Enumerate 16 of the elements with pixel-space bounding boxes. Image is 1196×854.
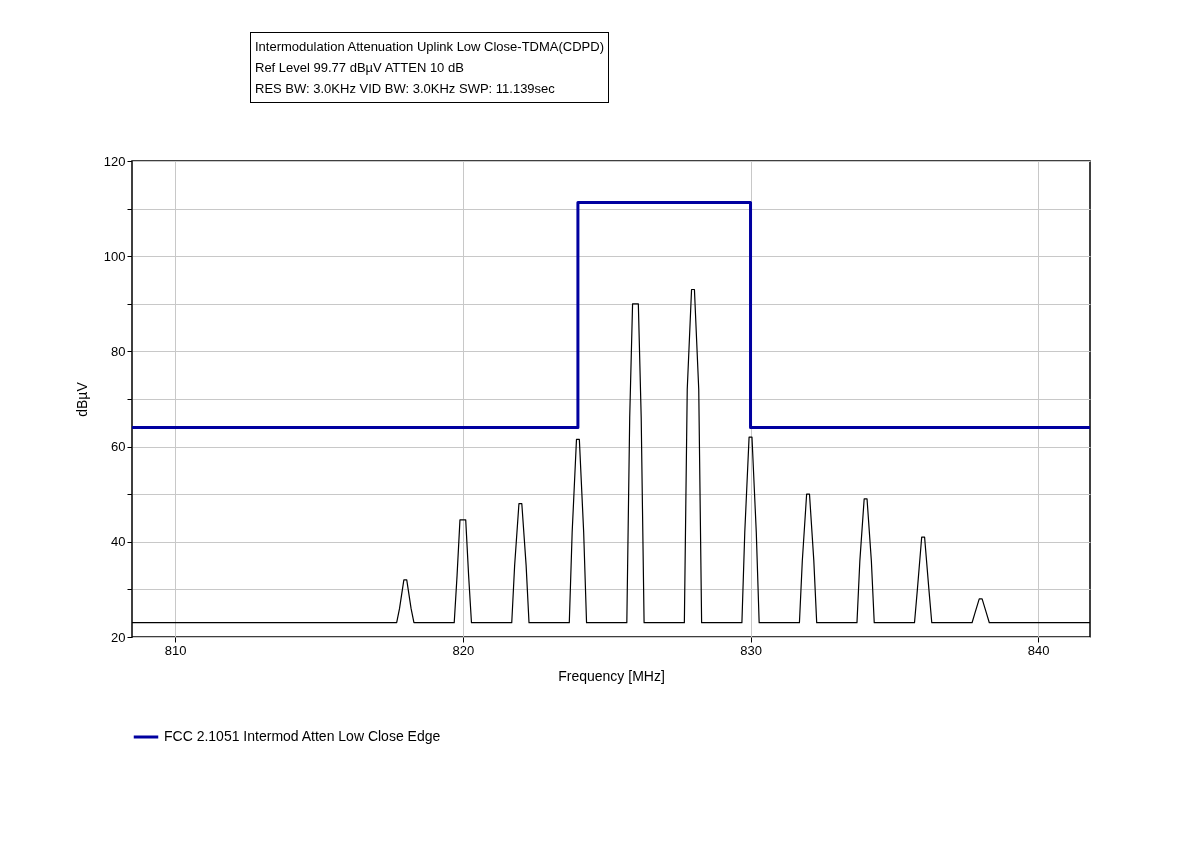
y-tick-label: 80 (111, 343, 126, 359)
x-tick-label: 840 (1027, 642, 1050, 658)
legend-label: FCC 2.1051 Intermod Atten Low Close Edge (164, 728, 441, 744)
chart-title: Intermodulation Attenuation Uplink Low Close-TDMA(CDPD) (255, 38, 604, 56)
x-tick-label: 830 (740, 642, 762, 658)
x-tick-label: 810 (164, 642, 187, 658)
y-tick-label: 40 (111, 534, 126, 550)
x-tick-label: 820 (452, 642, 475, 658)
text: RES BW: 3.0KHz VID BW: 3.0KHz SWP: 11.139sec (255, 80, 556, 98)
y-tick-label: 100 (103, 248, 126, 264)
y-axis-title: dBµV (73, 381, 90, 417)
x-axis-title: Frequency [MHz] (558, 667, 665, 684)
y-tick-label: 60 (111, 439, 126, 455)
y-tick-label: 20 (111, 629, 126, 645)
y-tick-label: 120 (103, 153, 126, 169)
chart-subtitle: Ref Level 99.77 dBµV ATTEN 10 dB (255, 59, 465, 77)
